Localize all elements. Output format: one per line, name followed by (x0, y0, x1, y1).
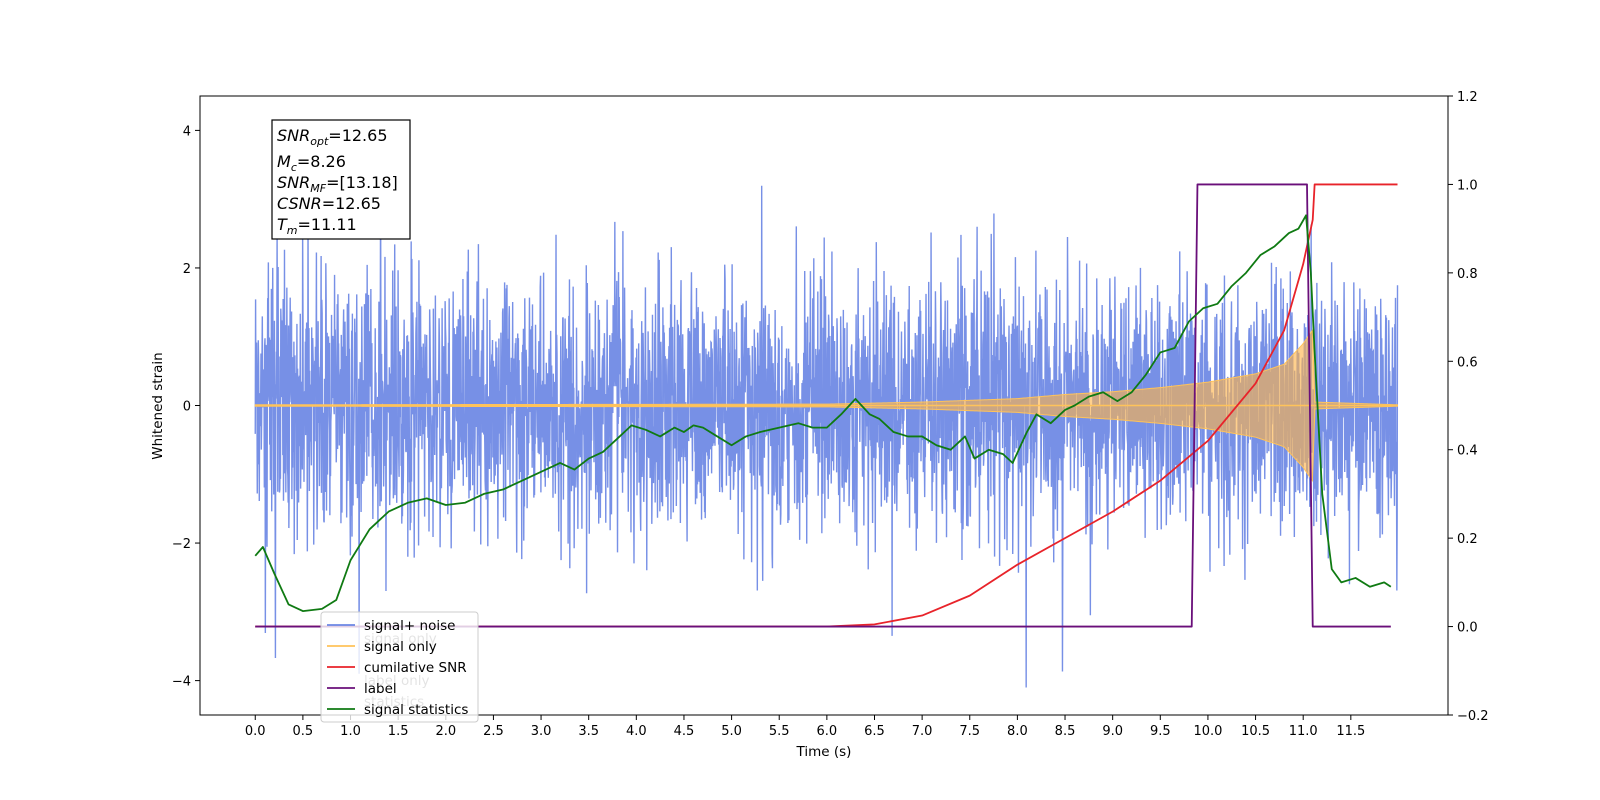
x-tick-label: 9.5 (1150, 724, 1171, 739)
x-tick-label: 6.0 (817, 724, 838, 739)
legend-item-signal-only: signal only (327, 639, 437, 655)
x-tick-label: 0.0 (245, 724, 266, 739)
annotation-tm: Tm=11.11 (277, 215, 357, 237)
x-tick-label: 10.0 (1193, 724, 1222, 739)
left-y-tick-label: −2 (172, 537, 191, 552)
plot-area (254, 180, 1399, 688)
x-tick-label: 1.5 (388, 724, 409, 739)
x-tick-label: 0.5 (293, 724, 314, 739)
x-tick-label: 4.5 (674, 724, 695, 739)
left-y-axis-label: Whitened strain (150, 352, 166, 459)
right-y-tick-label: 0.4 (1457, 444, 1478, 459)
right-y-tick-label: −0.2 (1457, 709, 1489, 724)
annotation-csnr: CSNR=12.65 (277, 194, 381, 213)
x-tick-label: 8.5 (1055, 724, 1076, 739)
right-axis-series (254, 183, 1398, 628)
legend-label: label (364, 681, 397, 697)
x-tick-label: 7.0 (912, 724, 933, 739)
annotation-frame (271, 119, 411, 240)
left-y-tick-label: −4 (172, 675, 191, 690)
x-tick-label: 3.5 (578, 724, 599, 739)
x-tick-label: 2.0 (435, 724, 456, 739)
legend-label: signal statistics (364, 702, 468, 718)
label-line (255, 183, 1391, 628)
signal-statistics-line (254, 214, 1392, 612)
legend-label: signal+ noise (364, 618, 455, 634)
x-tick-label: 11.5 (1336, 724, 1365, 739)
right-y-tick-label: 0.0 (1457, 621, 1478, 636)
legend-item-label: label (327, 681, 397, 697)
x-tick-label: 8.0 (1007, 724, 1028, 739)
right-y-tick-label: 1.0 (1457, 178, 1478, 193)
left-y-axis-ticks: −4 −2 0 2 4 (172, 124, 200, 690)
signal-only-series (254, 328, 1399, 483)
x-tick-label: 9.0 (1102, 724, 1123, 739)
left-y-tick-label: 0 (183, 400, 191, 415)
signal-plus-noise-series (254, 180, 1399, 688)
legend: signal+ noise signal only cumilative SNR la… (320, 611, 479, 723)
right-y-tick-label: 0.6 (1457, 355, 1478, 370)
annotation-box: SNRopt=12.65 Mc=8.26 SNRMF=[13.18] CSNR=… (271, 119, 411, 240)
x-tick-label: 11.0 (1289, 724, 1318, 739)
right-y-tick-label: 1.2 (1457, 90, 1478, 105)
x-axis-ticks: 0.0 0.5 1.0 1.5 2.0 2.5 3.0 3.5 4.0 4.5 5.0 5.5 6.0 6… (245, 715, 1365, 739)
x-tick-label: 4.0 (626, 724, 647, 739)
left-y-tick-label: 2 (183, 262, 191, 277)
x-tick-label: 5.5 (769, 724, 790, 739)
legend-label: cumilative SNR (364, 660, 467, 676)
legend-item-signal-noise: signal+ noise (327, 618, 455, 634)
x-tick-label: 5.0 (721, 724, 742, 739)
x-tick-label: 7.5 (959, 724, 980, 739)
annotation-snr-opt: SNRopt=12.65 (277, 126, 388, 148)
x-tick-label: 3.0 (531, 724, 552, 739)
left-y-tick-label: 4 (183, 124, 191, 139)
legend-frame (320, 611, 479, 723)
x-tick-label: 10.5 (1241, 724, 1270, 739)
signal-plus-noise-line (254, 180, 1399, 688)
x-tick-label: 2.5 (483, 724, 504, 739)
legend-item-cumilative-snr: cumilative SNR (327, 660, 467, 676)
annotation-mc: Mc=8.26 (277, 152, 346, 174)
annotation-snr-mf: SNRMF=[13.18] (277, 173, 398, 195)
right-y-tick-label: 0.8 (1457, 267, 1478, 282)
legend-item-signal-statistics: signal statistics (327, 702, 468, 718)
right-y-axis-ticks: −0.2 0.0 0.2 0.4 0.6 0.8 1.0 1.2 (1448, 90, 1489, 724)
legend-label: signal only (364, 639, 437, 655)
right-y-tick-label: 0.2 (1457, 532, 1478, 547)
x-tick-label: 6.5 (864, 724, 885, 739)
x-axis-label: Time (s) (796, 744, 852, 760)
x-tick-label: 1.0 (340, 724, 361, 739)
